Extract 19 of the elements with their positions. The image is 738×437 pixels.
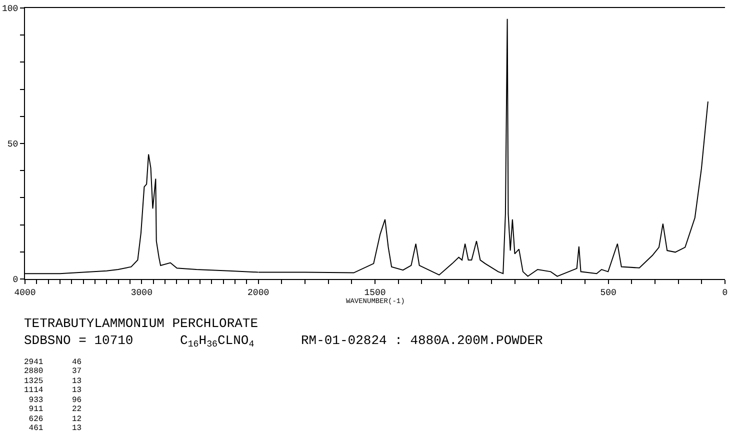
text: 626 12	[24, 415, 82, 424]
text: 461 13	[24, 424, 82, 433]
y-tick-label: 0	[12, 275, 18, 286]
text: 933 96	[24, 396, 82, 405]
x-tick-label: 3000	[130, 288, 152, 298]
text: 2941 46	[24, 358, 82, 367]
text: SDBSNO = 10710 C$_{16}$H$_{36}$CLNO$_{4}$ RM-01-02824 : 4880A.200M.POWDER	[24, 333, 543, 350]
y-tick-label: 100	[2, 4, 18, 14]
text: 911 22	[24, 405, 82, 414]
x-tick-label: 500	[600, 288, 616, 298]
x-tick-label: 4000	[14, 288, 36, 298]
x-tick-label: 0	[722, 288, 728, 298]
y-tick-label: 50	[7, 140, 18, 150]
x-tick-label: 1500	[364, 288, 386, 298]
text: 1325 13	[24, 377, 82, 386]
text: TETRABUTYLAMMONIUM PERCHLORATE	[24, 316, 258, 331]
x-tick-label: 2000	[248, 288, 270, 298]
text: 1114 13	[24, 386, 82, 395]
text: 2880 37	[24, 367, 82, 376]
